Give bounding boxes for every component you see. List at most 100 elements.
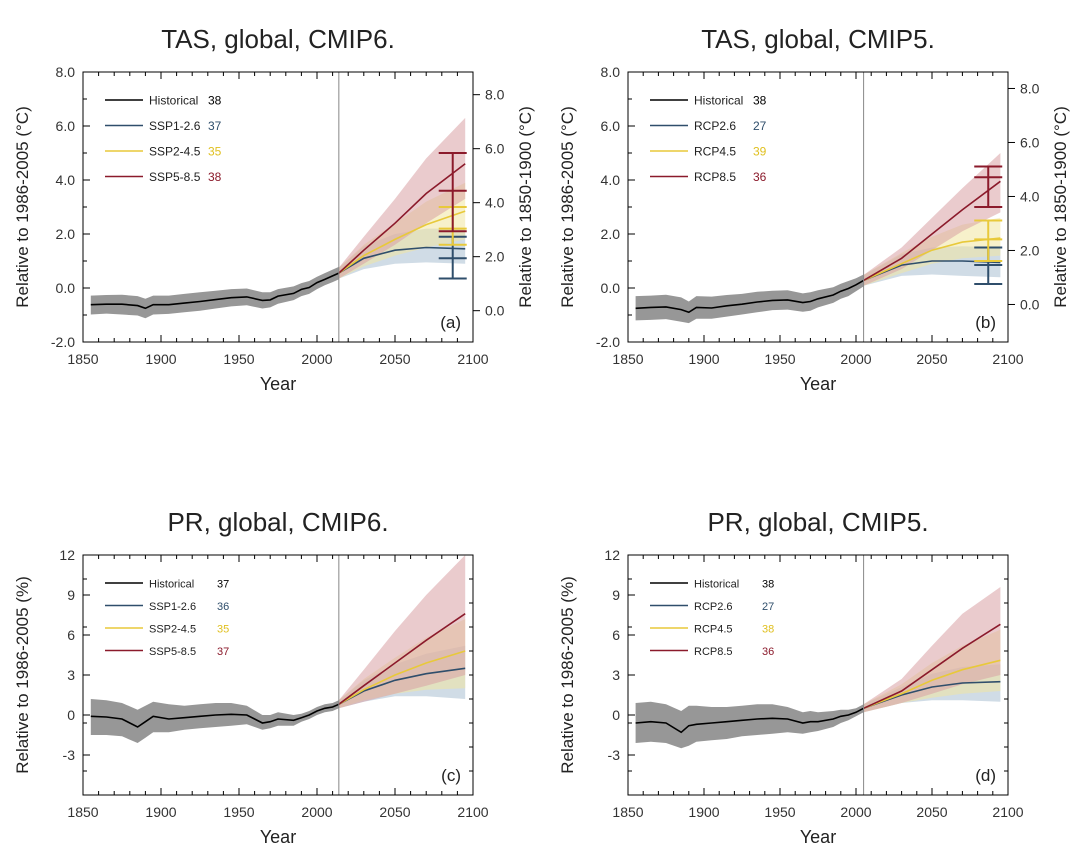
y-tick-label: 0 (67, 707, 75, 723)
x-tick-label: 2050 (916, 351, 947, 367)
y2-tick-label: 6.0 (485, 141, 505, 157)
y2-tick-label: 8.0 (1020, 80, 1040, 96)
legend-count: 38 (753, 94, 767, 108)
x-axis-label: Year (260, 374, 296, 394)
y2-tick-label: 0.0 (485, 303, 505, 319)
y-tick-label: 12 (59, 547, 75, 563)
x-tick-label: 2050 (916, 804, 947, 820)
y-tick-label: 3 (67, 667, 75, 683)
x-tick-label: 2100 (992, 804, 1023, 820)
legend-label: Historical (149, 94, 198, 108)
legend-count: 35 (217, 624, 229, 636)
legend-label: SSP5-8.5 (149, 646, 196, 658)
y-tick-label: 6 (612, 627, 620, 643)
line-historical (90, 703, 340, 728)
y-tick-label: 2.0 (56, 226, 76, 242)
x-tick-label: 1950 (223, 804, 254, 820)
y-tick-label: -3 (608, 747, 621, 763)
x-tick-label: 2000 (301, 351, 332, 367)
error-bar-ssp5-8-5 (438, 152, 467, 233)
legend-label: RCP8.5 (694, 170, 736, 184)
chart-title: TAS, global, CMIP6. (161, 24, 395, 54)
x-axis-label: Year (800, 827, 836, 847)
y-tick-label: 4.0 (601, 172, 621, 188)
x-axis-label: Year (260, 827, 296, 847)
line-rcp8-5 (863, 180, 1001, 282)
panel-b-tas-cmip5: TAS, global, CMIP5. 1850 1900 1950 2000 2050 2… (558, 24, 1070, 394)
y2-axis-label: Relative to 1850-1900 (°C) (1051, 106, 1070, 307)
y2-tick-label: 4.0 (485, 195, 505, 211)
legend-count: 38 (208, 170, 222, 184)
panel-d-pr-cmip5: PR, global, CMIP5. 1850 1900 1950 2000 2050 21… (558, 507, 1024, 847)
line-historical (635, 279, 865, 314)
chart-title: TAS, global, CMIP5. (701, 24, 935, 54)
y2-tick-label: 8.0 (485, 87, 505, 103)
y-axis-label: Relative to 1986-2005 (°C) (13, 106, 32, 307)
x-tick-label: 1850 (612, 804, 643, 820)
x-tick-label: 1850 (612, 351, 643, 367)
line-rcp2-6 (863, 680, 1001, 710)
x-tick-label: 2050 (379, 351, 410, 367)
chart-title: PR, global, CMIP6. (167, 507, 388, 537)
legend-label: RCP2.6 (694, 119, 736, 133)
plot-area (90, 555, 466, 743)
legend-label: SSP1-2.6 (149, 119, 201, 133)
y-axis-label: Relative to 1986-2005 (%) (558, 576, 577, 774)
y-tick-label: 8.0 (56, 64, 76, 80)
y-tick-label: 9 (67, 587, 75, 603)
y-tick-label: 6.0 (601, 118, 621, 134)
plot-area (635, 587, 1001, 749)
x-tick-label: 1950 (223, 351, 254, 367)
y-tick-label: 12 (604, 547, 620, 563)
band-rcp8-5 (863, 587, 1001, 713)
y2-tick-label: 4.0 (1020, 188, 1040, 204)
y2-tick-label: 0.0 (1020, 296, 1040, 312)
band-rcp8-5 (863, 153, 1001, 286)
y-tick-label: 8.0 (601, 64, 621, 80)
x-tick-label: 2000 (840, 351, 871, 367)
legend-label: SSP2-4.5 (149, 145, 201, 159)
y-tick-label: -2.0 (596, 334, 620, 350)
line-rcp4-5 (863, 659, 1001, 710)
line-ssp1-2-6 (338, 246, 466, 274)
legend-count: 35 (208, 145, 222, 159)
legend-count: 36 (762, 646, 774, 658)
band-historical (90, 699, 339, 743)
line-ssp2-4-5 (338, 650, 466, 705)
band-historical (635, 274, 864, 324)
legend-count: 38 (208, 94, 222, 108)
y-tick-label: 0.0 (56, 280, 76, 296)
y2-tick-label: 2.0 (485, 249, 505, 265)
line-ssp2-4-5 (338, 210, 466, 274)
x-tick-label: 2000 (840, 804, 871, 820)
y-axis-label: Relative to 1986-2005 (°C) (558, 106, 577, 307)
legend-label: SSP2-4.5 (149, 624, 196, 636)
band-ssp5-8-5 (338, 117, 466, 279)
y-tick-label: 4.0 (56, 172, 76, 188)
y-tick-label: -3 (63, 747, 76, 763)
panel-label: (a) (440, 313, 461, 332)
line-historical (635, 707, 864, 734)
band-historical (90, 266, 339, 319)
panel-label: (c) (441, 766, 461, 785)
panel-label: (b) (975, 313, 996, 332)
x-tick-label: 2100 (992, 351, 1023, 367)
y-tick-label: -2.0 (51, 334, 75, 350)
error-bar-rcp4-5 (974, 219, 1003, 262)
legend-count: 38 (762, 579, 774, 591)
legend-count: 36 (753, 170, 767, 184)
panel-label: (d) (975, 766, 996, 785)
y2-tick-label: 2.0 (1020, 242, 1040, 258)
x-tick-label: 2050 (379, 804, 410, 820)
line-rcp4-5 (863, 237, 1001, 282)
legend-count: 27 (762, 601, 774, 613)
y-tick-label: 0.0 (601, 280, 621, 296)
line-rcp8-5 (863, 623, 1001, 710)
band-ssp5-8-5 (338, 555, 466, 709)
y-tick-label: 6.0 (56, 118, 76, 134)
x-tick-label: 1900 (688, 804, 719, 820)
y2-axis-label: Relative to 1850-1900 (°C) (516, 106, 535, 307)
legend-label: Historical (694, 579, 739, 591)
x-tick-label: 1900 (688, 351, 719, 367)
